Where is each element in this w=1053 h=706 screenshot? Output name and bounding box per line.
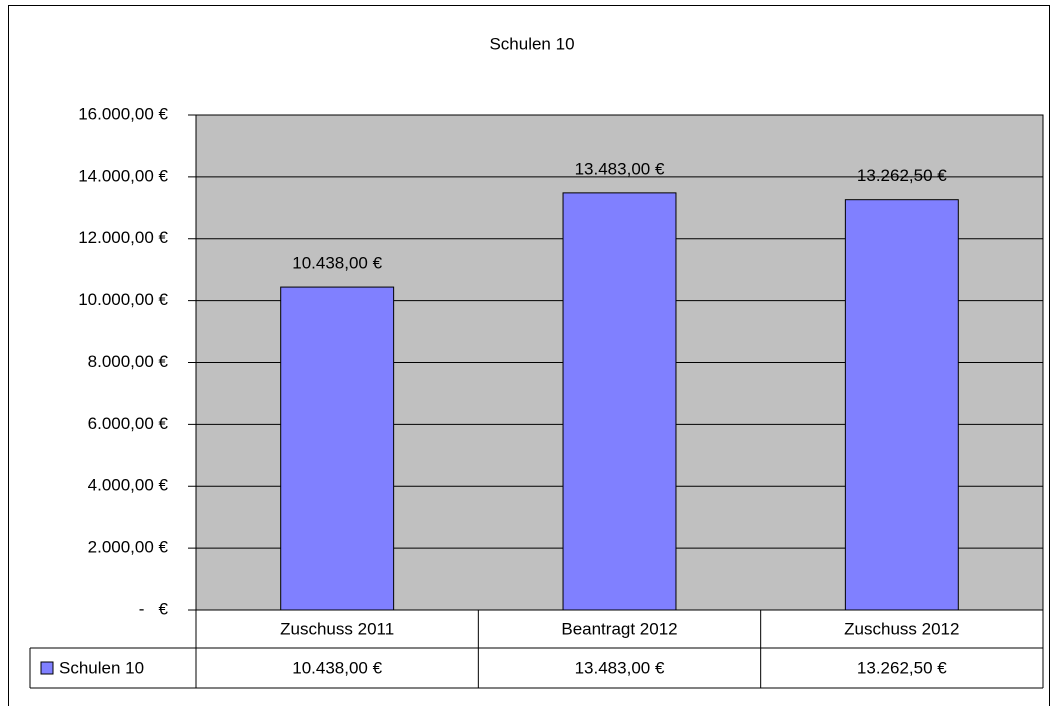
table-value: 13.262,50 €	[857, 658, 947, 677]
y-tick-label: 6.000,00 €	[88, 414, 169, 433]
y-tick-label: 2.000,00 €	[88, 538, 169, 557]
y-tick-label: 16.000,00 €	[78, 104, 168, 123]
y-tick-label: 12.000,00 €	[78, 228, 168, 247]
x-tick-label: Zuschuss 2011	[280, 619, 394, 638]
y-tick-label: 4.000,00 €	[88, 476, 169, 495]
bar	[562, 192, 677, 611]
y-tick-label: 8.000,00 €	[88, 352, 169, 371]
y-tick-label: 10.000,00 €	[78, 290, 168, 309]
bar	[844, 199, 959, 611]
chart-title: Schulen 10	[489, 34, 574, 53]
y-tick-label: 14.000,00 €	[78, 166, 168, 185]
legend-label: Schulen 10	[59, 658, 144, 677]
table-value: 13.483,00 €	[575, 658, 665, 677]
bar	[280, 286, 395, 611]
value-label: 13.262,50 €	[857, 166, 947, 185]
x-tick-label: Beantragt 2012	[561, 619, 677, 638]
table-value: 10.438,00 €	[292, 658, 382, 677]
legend-swatch	[40, 661, 54, 675]
value-label: 10.438,00 €	[292, 254, 382, 273]
y-tick-label: - €	[139, 599, 169, 618]
x-tick-label: Zuschuss 2012	[844, 619, 959, 638]
value-label: 13.483,00 €	[575, 159, 665, 178]
